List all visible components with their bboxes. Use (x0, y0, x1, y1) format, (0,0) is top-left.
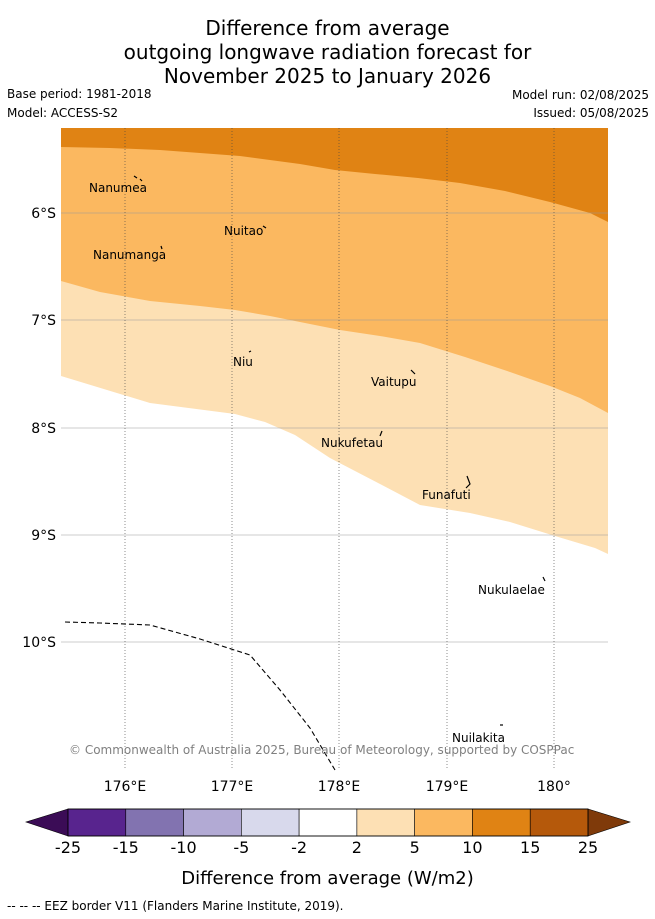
colorbar-tick-label: -25 (55, 838, 81, 857)
eez-legend-note: -- -- -- EEZ border V11 (Flanders Marine… (7, 899, 344, 913)
colorbar-cell (472, 808, 531, 837)
colorbar-tick-label: -15 (113, 838, 139, 857)
colorbar-high-extend (587, 808, 631, 837)
island-label-vaitupu: Vaitupu (371, 375, 417, 389)
title-line-2: outgoing longwave radiation forecast for (123, 40, 532, 64)
colorbar-low-extend (25, 808, 69, 837)
lat-tick-8s: 8°S (31, 421, 56, 437)
model-run: Model run: 02/08/2025 (511, 88, 649, 102)
latitude-gridlines (61, 212, 608, 643)
map-panel: Nanumea Nuitao Nanumanga Niu Vaitupu Nuk… (61, 128, 608, 771)
colorbar: -25 -15 -10 -5 -2 2 5 10 15 25 (25, 808, 631, 857)
lat-tick-6s: 6°S (31, 206, 56, 222)
island-label-nanumanga: Nanumanga (93, 248, 166, 262)
colorbar-cell (183, 808, 242, 837)
lon-tick-180: 180° (537, 779, 571, 795)
colorbar-cell (529, 808, 589, 837)
colorbar-tick-label: -5 (233, 838, 249, 857)
colorbar-cell (125, 808, 184, 837)
lon-tick-179e: 179°E (426, 779, 469, 795)
lat-tick-7s: 7°S (31, 313, 56, 329)
colorbar-label: Difference from average (W/m2) (181, 868, 474, 889)
island-label-nukulaelae: Nukulaelae (478, 583, 545, 597)
colorbar-cell (67, 808, 127, 837)
colorbar-cell (414, 808, 473, 837)
island-shapes (133, 175, 546, 726)
island-label-funafuti: Funafuti (422, 488, 471, 502)
longitude-gridlines (124, 128, 555, 770)
base-period: Base period: 1981-2018 (7, 87, 152, 101)
title-line-1: Difference from average (205, 16, 450, 40)
island-label-niu: Niu (233, 355, 253, 369)
colorbar-cell (298, 808, 358, 837)
band-5-to-10 (61, 128, 608, 413)
lon-tick-178e: 178°E (318, 779, 361, 795)
chart-title: Difference from average outgoing longwav… (0, 16, 655, 88)
island-label-nukufetau: Nukufetau (321, 436, 383, 450)
colorbar-tick-label: -2 (291, 838, 307, 857)
band-10-to-15 (61, 128, 608, 222)
colorbar-cell (356, 808, 415, 837)
colorbar-tick-label: 5 (410, 838, 420, 857)
island-label-nanumea: Nanumea (89, 181, 147, 195)
issued-date: Issued: 05/08/2025 (533, 106, 649, 120)
lat-tick-9s: 9°S (31, 528, 56, 544)
colorbar-tick-label: 25 (578, 838, 598, 857)
colorbar-tick-label: 15 (520, 838, 540, 857)
island-label-nuitao: Nuitao (224, 224, 263, 238)
title-line-3: November 2025 to January 2026 (163, 64, 492, 88)
colorbar-tick-label: 10 (462, 838, 482, 857)
colorbar-tick-label: -10 (170, 838, 196, 857)
lon-tick-177e: 177°E (211, 779, 254, 795)
copyright-notice: © Commonwealth of Australia 2025, Bureau… (69, 743, 574, 757)
eez-border (64, 621, 336, 771)
lon-tick-176e: 176°E (104, 779, 147, 795)
model-name: Model: ACCESS-S2 (7, 106, 119, 120)
lat-tick-10s: 10°S (22, 635, 56, 651)
colorbar-tick-label: 2 (352, 838, 362, 857)
island-label-nuilakita: Nuilakita (452, 731, 505, 745)
colorbar-cell (241, 808, 300, 837)
